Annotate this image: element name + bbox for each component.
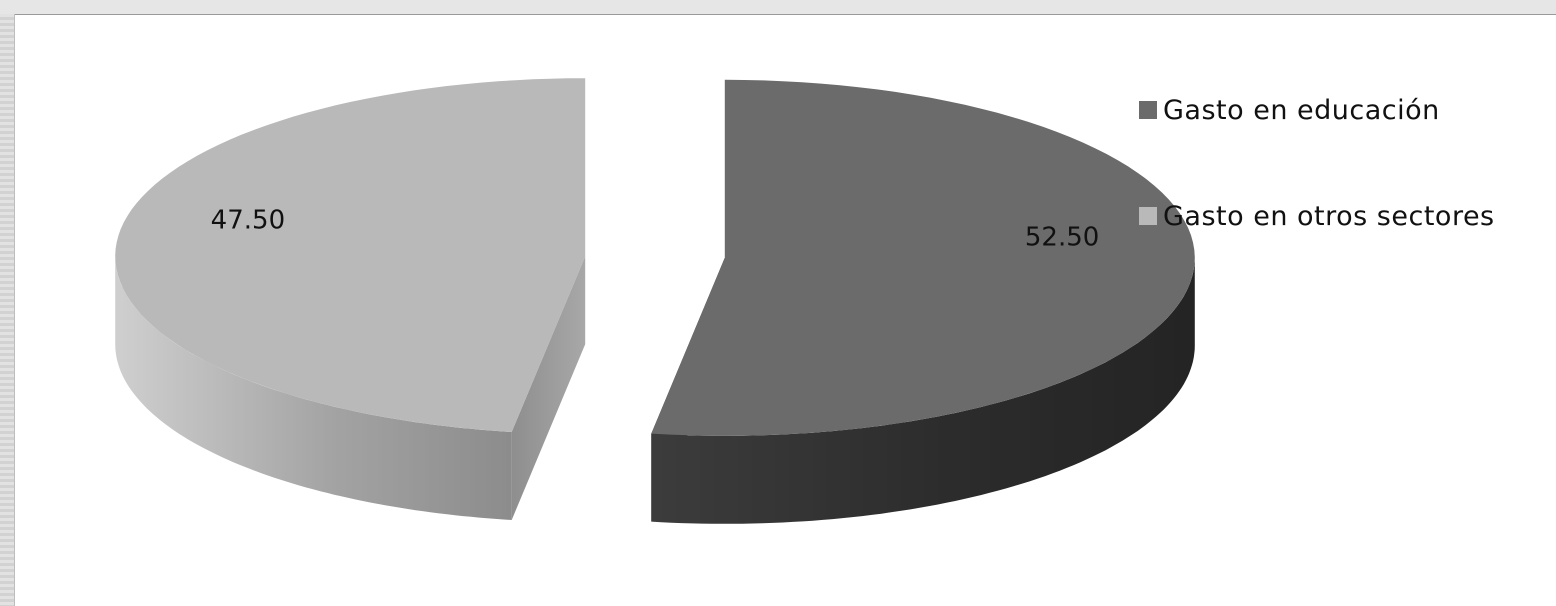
slice-cut-face-other-sectors [511, 256, 586, 520]
slice-top-other-sectors [115, 78, 586, 432]
slice-side-other-sectors [115, 256, 512, 520]
window-top-border [0, 0, 1556, 15]
legend-swatch-other-sectors [1139, 207, 1157, 225]
legend-item-other-sectors: Gasto en otros sectores [1139, 196, 1495, 236]
pie-chart: 52.50 47.50 [115, 78, 1195, 524]
slice-side-education [651, 257, 1195, 524]
data-label-other-sectors: 47.50 [211, 206, 285, 236]
data-label-education: 52.50 [1025, 223, 1099, 253]
legend: Gasto en educación Gasto en otros sector… [1139, 90, 1495, 302]
legend-item-education: Gasto en educación [1139, 90, 1495, 130]
legend-label-education: Gasto en educación [1163, 94, 1440, 126]
data-labels: 52.50 47.50 [211, 206, 1100, 253]
legend-swatch-education [1139, 101, 1157, 119]
window-left-border [0, 14, 15, 606]
pie-slices [115, 78, 1195, 524]
chart-area: 52.50 47.50 Gasto en educación Gasto en o… [15, 15, 1556, 606]
slice-top-education [651, 79, 1195, 436]
legend-label-other-sectors: Gasto en otros sectores [1163, 200, 1495, 232]
